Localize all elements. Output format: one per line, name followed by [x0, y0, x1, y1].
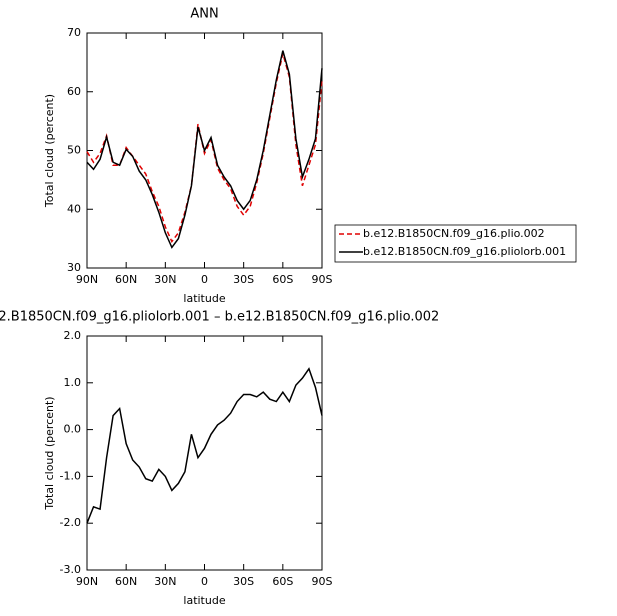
y-tick-label: 30 [67, 261, 81, 274]
y-axis-label: Total cloud (percent) [43, 396, 56, 510]
y-tick-label: 50 [67, 144, 81, 157]
x-tick-label: 90S [312, 273, 333, 286]
plot-frame [86, 32, 323, 269]
y-axis-label: Total cloud (percent) [43, 94, 56, 208]
legend-box [334, 224, 577, 263]
x-tick-label: 30S [233, 273, 254, 286]
data-line [86, 367, 323, 524]
x-tick-label: 90S [312, 575, 333, 588]
y-tick-label: 70 [67, 26, 81, 39]
plot-frame [86, 335, 323, 571]
x-tick-label: 90N [76, 575, 98, 588]
data-line [86, 50, 323, 249]
y-tick-label: 1.0 [64, 376, 82, 389]
y-tick-label: 2.0 [64, 329, 82, 342]
x-tick-label: 30N [154, 273, 176, 286]
x-tick-label: 60N [115, 575, 137, 588]
legend-label: b.e12.B1850CN.f09_g16.pliolorb.001 [363, 245, 566, 258]
x-tick-label: 30N [154, 575, 176, 588]
y-tick-label: 40 [67, 202, 81, 215]
data-line [86, 53, 323, 244]
legend-label: b.e12.B1850CN.f09_g16.plio.002 [363, 227, 545, 240]
y-tick-label: -2.0 [60, 516, 81, 529]
y-tick-label: -3.0 [60, 563, 81, 576]
x-axis-label: latitude [183, 594, 225, 607]
chart-title: b.e12.B1850CN.f09_g16.pliolorb.001 – b.e… [0, 310, 439, 325]
x-tick-label: 60S [272, 575, 293, 588]
x-axis-label: latitude [183, 292, 225, 305]
y-tick-label: -1.0 [60, 469, 81, 482]
x-tick-label: 30S [233, 575, 254, 588]
chart-title: ANN [190, 7, 218, 22]
y-tick-label: 60 [67, 85, 81, 98]
y-tick-label: 0.0 [64, 423, 82, 436]
x-tick-label: 90N [76, 273, 98, 286]
x-tick-label: 60N [115, 273, 137, 286]
x-tick-label: 60S [272, 273, 293, 286]
x-tick-label: 0 [201, 575, 208, 588]
x-tick-label: 0 [201, 273, 208, 286]
